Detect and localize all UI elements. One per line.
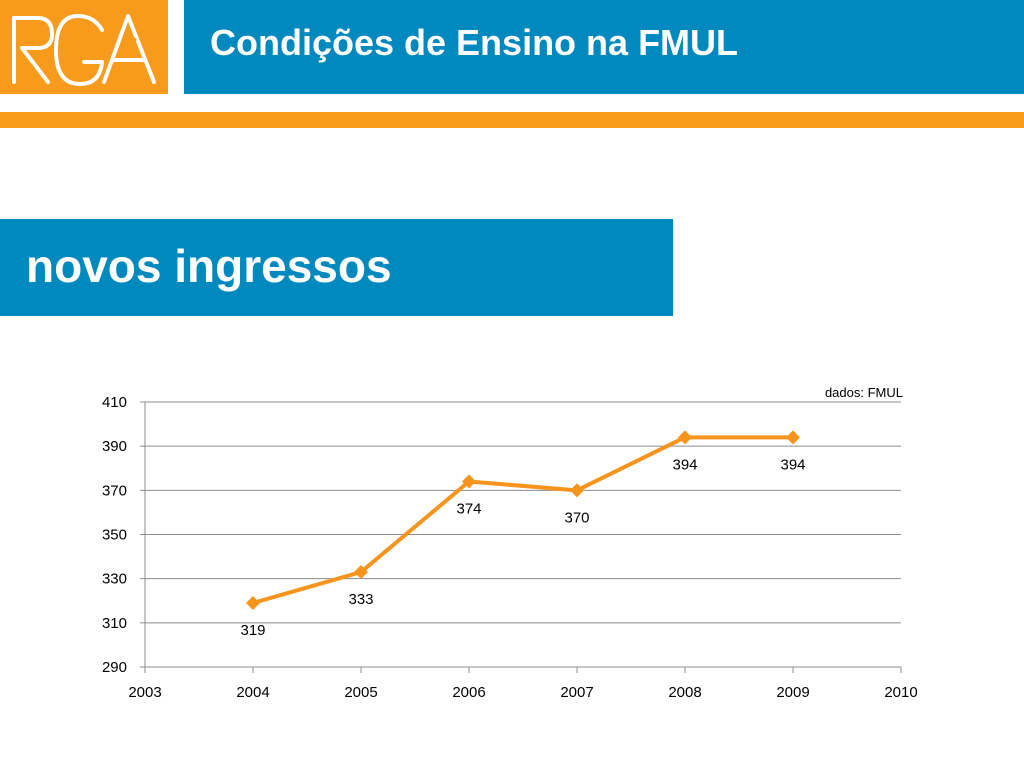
grid-layer <box>145 401 901 668</box>
y-tick-label: 350 <box>102 527 127 544</box>
title-bar: Condições de Ensino na FMUL <box>184 0 1024 94</box>
data-label: 333 <box>348 591 373 608</box>
axis-layer: 290 310 330 350 370 390 410 2003 2004 2005 2006 200… <box>102 394 918 701</box>
logo <box>0 0 168 94</box>
x-tick-label: 2003 <box>128 684 161 701</box>
x-tick-label: 2009 <box>776 684 809 701</box>
x-tick-label: 2004 <box>236 684 269 701</box>
data-point-marker <box>678 430 692 445</box>
data-label: 394 <box>780 456 805 473</box>
chart-canvas: 290 310 330 350 370 390 410 2003 2004 2005 2006 200… <box>102 385 918 701</box>
data-point-marker <box>462 474 476 489</box>
data-label: 394 <box>672 456 697 473</box>
y-tick-label: 330 <box>102 571 127 588</box>
x-tick-label: 2006 <box>452 684 485 701</box>
y-tick-label: 390 <box>102 438 127 455</box>
data-point-marker <box>354 565 368 580</box>
series-layer <box>246 430 800 610</box>
rga-logo-mark <box>12 14 156 86</box>
x-tick-label: 2005 <box>344 684 377 701</box>
data-point-marker <box>246 595 260 610</box>
x-tick-label: 2008 <box>668 684 701 701</box>
y-tick-label: 290 <box>102 659 127 676</box>
data-label: 319 <box>240 622 265 639</box>
data-label: 370 <box>564 509 589 526</box>
x-tick-label: 2010 <box>884 684 917 701</box>
data-point-marker <box>786 430 800 445</box>
label-layer: dados: FMUL 319 333 374 370 394 394 <box>240 385 903 639</box>
line-chart: 290 310 330 350 370 390 410 2003 2004 2005 2006 200… <box>0 370 1024 710</box>
x-tick-label: 2007 <box>560 684 593 701</box>
y-tick-label: 310 <box>102 615 127 632</box>
page-title: Condições de Ensino na FMUL <box>210 22 739 63</box>
source-note: dados: FMUL <box>825 385 903 400</box>
section-title: novos ingressos <box>26 240 392 292</box>
section-banner: novos ingressos <box>0 219 673 316</box>
y-tick-label: 410 <box>102 394 127 411</box>
series-line <box>252 435 793 605</box>
orange-divider-stripe <box>0 112 1024 128</box>
data-label: 374 <box>456 501 481 518</box>
data-point-marker <box>570 483 584 498</box>
y-tick-label: 370 <box>102 482 127 499</box>
